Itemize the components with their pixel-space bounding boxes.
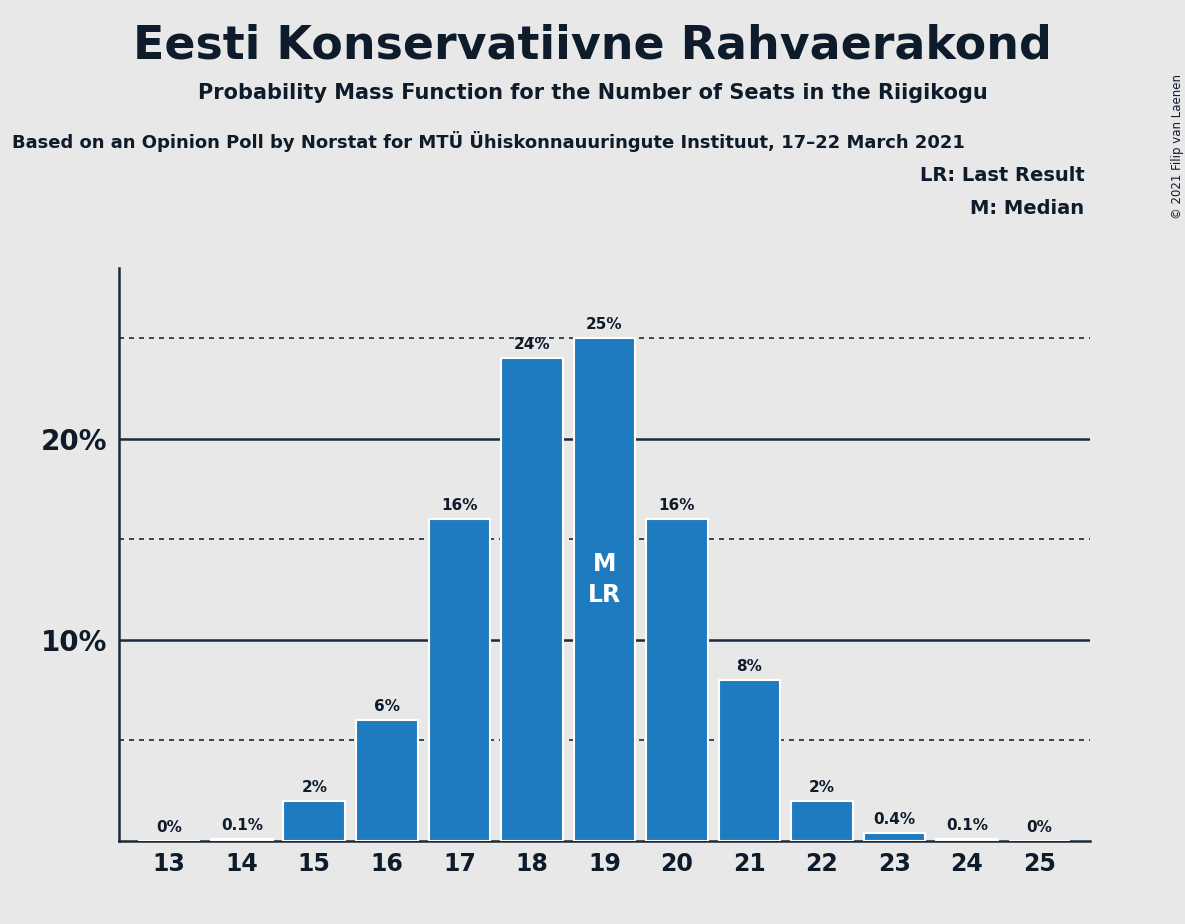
Text: 2%: 2% <box>301 780 327 795</box>
Bar <box>211 839 273 841</box>
Bar <box>646 519 707 841</box>
Text: 0.1%: 0.1% <box>220 818 263 833</box>
Bar <box>283 800 345 841</box>
Text: 8%: 8% <box>736 659 762 674</box>
Text: 25%: 25% <box>587 317 622 333</box>
Text: 16%: 16% <box>659 498 696 513</box>
Bar <box>936 839 998 841</box>
Text: LR: Last Result: LR: Last Result <box>920 166 1084 186</box>
Bar <box>429 519 491 841</box>
Bar <box>356 720 417 841</box>
Text: Eesti Konservatiivne Rahvaerakond: Eesti Konservatiivne Rahvaerakond <box>133 23 1052 68</box>
Text: 24%: 24% <box>513 337 550 352</box>
Text: M
LR: M LR <box>588 552 621 607</box>
Text: 16%: 16% <box>441 498 478 513</box>
Bar <box>864 833 925 841</box>
Bar <box>501 359 563 841</box>
Text: Probability Mass Function for the Number of Seats in the Riigikogu: Probability Mass Function for the Number… <box>198 83 987 103</box>
Text: 0%: 0% <box>156 820 182 834</box>
Bar <box>574 338 635 841</box>
Text: 6%: 6% <box>373 699 399 714</box>
Text: 0.4%: 0.4% <box>873 812 916 827</box>
Text: 2%: 2% <box>809 780 835 795</box>
Text: M: Median: M: Median <box>971 199 1084 218</box>
Text: Based on an Opinion Poll by Norstat for MTÜ Ühiskonnauuringute Instituut, 17–22 : Based on an Opinion Poll by Norstat for … <box>12 131 965 152</box>
Bar <box>718 680 780 841</box>
Text: 0%: 0% <box>1026 820 1052 834</box>
Text: © 2021 Filip van Laenen: © 2021 Filip van Laenen <box>1171 74 1184 219</box>
Text: 0.1%: 0.1% <box>946 818 988 833</box>
Bar <box>792 800 853 841</box>
